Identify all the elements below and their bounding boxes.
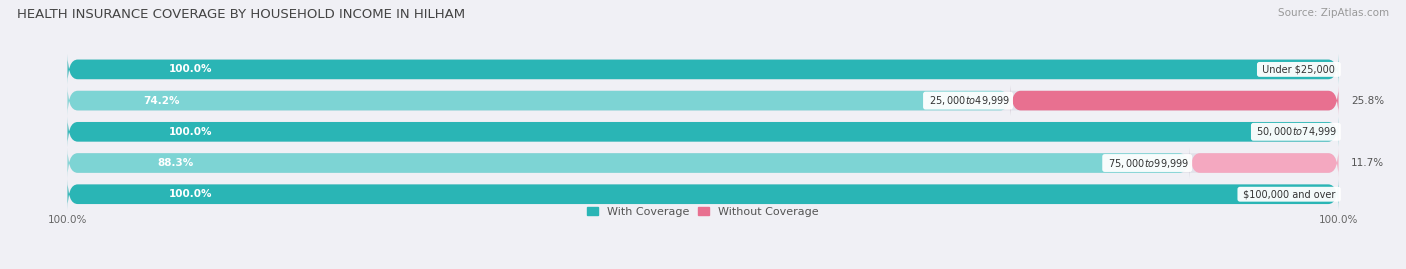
Text: $50,000 to $74,999: $50,000 to $74,999 bbox=[1253, 125, 1339, 138]
Text: HEALTH INSURANCE COVERAGE BY HOUSEHOLD INCOME IN HILHAM: HEALTH INSURANCE COVERAGE BY HOUSEHOLD I… bbox=[17, 8, 465, 21]
FancyBboxPatch shape bbox=[1011, 86, 1339, 116]
FancyBboxPatch shape bbox=[67, 54, 1339, 84]
FancyBboxPatch shape bbox=[67, 54, 1339, 84]
FancyBboxPatch shape bbox=[67, 117, 1339, 147]
Text: $100,000 and over: $100,000 and over bbox=[1240, 189, 1339, 199]
FancyBboxPatch shape bbox=[67, 148, 1339, 178]
Text: 88.3%: 88.3% bbox=[157, 158, 194, 168]
Text: 11.7%: 11.7% bbox=[1351, 158, 1385, 168]
FancyBboxPatch shape bbox=[67, 179, 1339, 209]
Text: $75,000 to $99,999: $75,000 to $99,999 bbox=[1105, 157, 1189, 169]
FancyBboxPatch shape bbox=[67, 86, 1011, 116]
FancyBboxPatch shape bbox=[1189, 148, 1339, 178]
FancyBboxPatch shape bbox=[67, 179, 1339, 209]
FancyBboxPatch shape bbox=[67, 148, 1189, 178]
Text: 25.8%: 25.8% bbox=[1351, 95, 1385, 106]
Text: 74.2%: 74.2% bbox=[143, 95, 180, 106]
Text: 100.0%: 100.0% bbox=[169, 64, 212, 75]
Legend: With Coverage, Without Coverage: With Coverage, Without Coverage bbox=[588, 207, 818, 217]
FancyBboxPatch shape bbox=[67, 117, 1339, 147]
Text: 100.0%: 100.0% bbox=[169, 189, 212, 199]
Text: 100.0%: 100.0% bbox=[169, 127, 212, 137]
FancyBboxPatch shape bbox=[67, 86, 1339, 116]
Text: Source: ZipAtlas.com: Source: ZipAtlas.com bbox=[1278, 8, 1389, 18]
Text: $25,000 to $49,999: $25,000 to $49,999 bbox=[925, 94, 1011, 107]
Text: Under $25,000: Under $25,000 bbox=[1260, 64, 1339, 75]
